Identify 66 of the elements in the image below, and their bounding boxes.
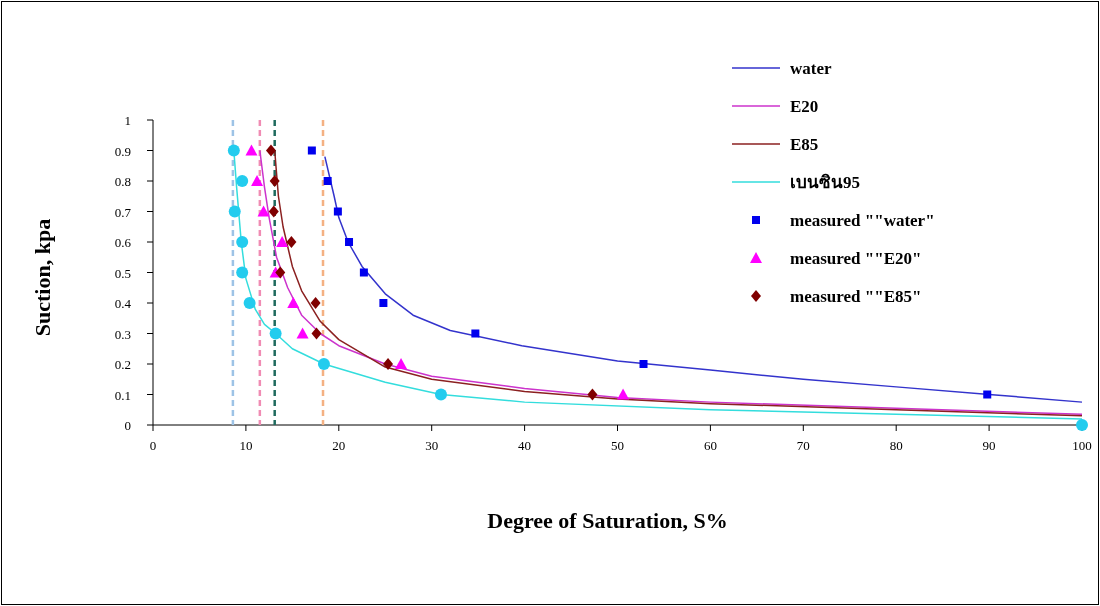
point <box>286 236 297 248</box>
y-tick-label: 0.5 <box>114 265 131 281</box>
y-tick-label: 0.3 <box>114 326 131 342</box>
point <box>236 236 249 248</box>
point <box>333 207 342 216</box>
legend-label: measured ""E85" <box>790 287 922 306</box>
point <box>639 360 648 368</box>
point <box>323 177 332 185</box>
point <box>269 327 282 340</box>
y-tick-label: 0.1 <box>114 387 131 403</box>
point <box>311 327 322 340</box>
point <box>268 205 279 218</box>
point <box>287 297 300 308</box>
x-tick-label: 40 <box>518 438 532 453</box>
point <box>227 144 240 157</box>
y-tick-label: 0 <box>124 418 131 433</box>
y-tick-label: 0.4 <box>114 296 132 311</box>
point <box>383 358 394 370</box>
x-tick-label: 10 <box>239 438 253 453</box>
x-tick-label: 80 <box>889 438 903 453</box>
point <box>296 327 309 339</box>
point <box>307 146 316 155</box>
x-tick-label: 70 <box>796 438 810 453</box>
point <box>587 388 598 401</box>
point <box>379 299 388 307</box>
point <box>228 205 241 218</box>
legend-label: measured ""E20" <box>790 249 922 268</box>
x-tick-label: 90 <box>982 438 996 453</box>
point <box>471 329 480 338</box>
point <box>310 297 321 309</box>
point <box>269 175 280 187</box>
legend-label: water <box>790 59 832 78</box>
point <box>236 266 249 279</box>
point <box>251 175 264 186</box>
point <box>275 266 286 279</box>
point <box>265 144 276 157</box>
point <box>345 238 354 246</box>
x-tick-label: 50 <box>611 438 624 453</box>
x-tick-label: 30 <box>425 438 439 453</box>
x-tick-label: 100 <box>1072 438 1092 453</box>
point <box>236 175 249 187</box>
y-tick-label: 1 <box>124 113 131 128</box>
legend-label: measured ""water" <box>790 211 935 230</box>
point <box>245 144 258 156</box>
y-tick-label: 0.2 <box>114 357 131 372</box>
legend-label: เบนซิน95 <box>790 173 860 192</box>
x-tick-label: 60 <box>703 438 717 453</box>
point <box>617 388 630 400</box>
point <box>434 388 447 401</box>
y-tick-label: 0.9 <box>114 143 131 159</box>
y-tick-label: 0.7 <box>114 204 132 220</box>
point <box>359 268 368 277</box>
legend-label: E20 <box>790 97 819 116</box>
legend-label: E85 <box>790 135 819 154</box>
point <box>317 358 330 370</box>
point <box>395 358 408 369</box>
point <box>276 236 289 247</box>
y-tick-label: 0.8 <box>114 174 131 189</box>
x-tick-label: 20 <box>332 438 346 453</box>
x-tick-label: 0 <box>149 438 157 453</box>
point <box>983 390 992 399</box>
y-tick-label: 0.6 <box>114 235 132 250</box>
point <box>257 205 270 217</box>
y-axis-title: Suction, kpa <box>30 218 55 337</box>
x-axis-title: Degree of Saturation, S% <box>487 508 728 533</box>
point <box>243 297 256 309</box>
